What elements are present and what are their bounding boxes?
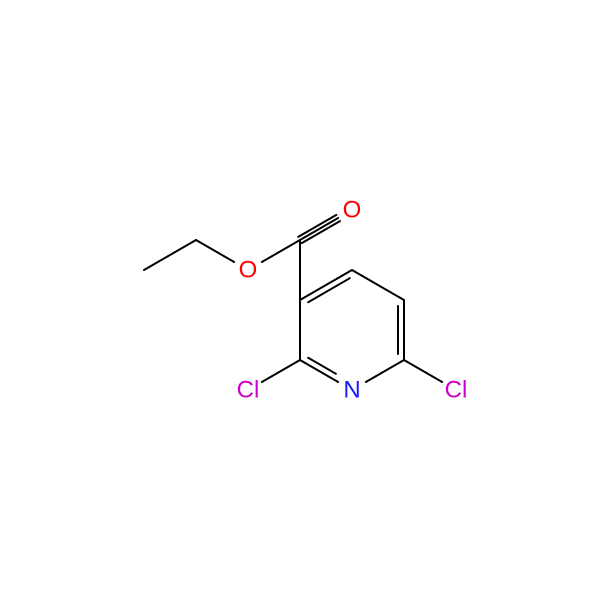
cl-atom-label: Cl [445, 377, 468, 404]
bond [352, 270, 404, 300]
bond [366, 360, 404, 382]
cl-atom-label: Cl [237, 377, 260, 404]
bond [196, 240, 234, 262]
bond [300, 270, 352, 300]
bond [144, 240, 196, 270]
bond [404, 360, 442, 382]
molecule-diagram: N Cl Cl O O [0, 0, 600, 600]
bond [308, 278, 350, 302]
bond [262, 360, 300, 382]
bond [300, 218, 338, 240]
bond [308, 358, 336, 374]
n-atom-label: N [343, 377, 360, 404]
o-atom-label: O [239, 257, 258, 284]
bond [262, 240, 300, 262]
o-atom-label: O [343, 197, 362, 224]
